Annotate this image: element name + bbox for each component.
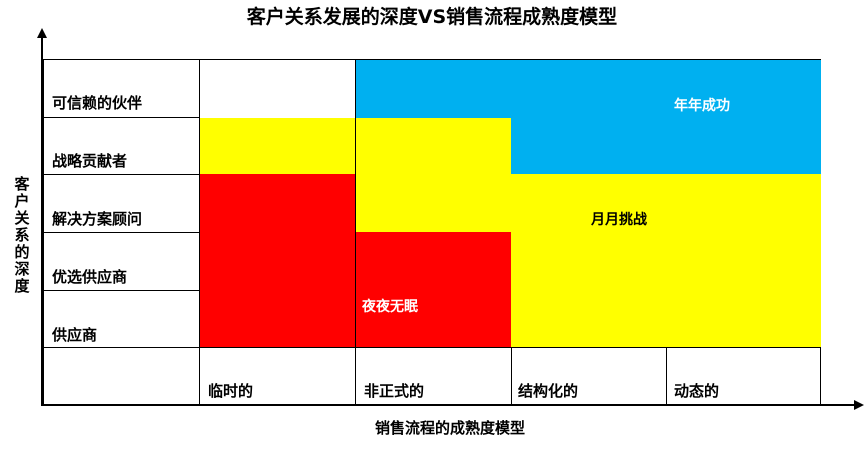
grid-hline-4 (44, 290, 200, 291)
maturity-grid (43, 59, 821, 406)
row-label-trusted-partner: 可信赖的伙伴 (52, 94, 143, 112)
y-axis-label: 客户关系的深度 (14, 175, 30, 295)
grid-vline-3 (511, 347, 512, 406)
x-axis-line (41, 404, 856, 406)
zone-label-sleepless: 夜夜无眠 (362, 299, 418, 315)
grid-vline-1 (199, 60, 200, 406)
grid-vline-2 (355, 60, 356, 406)
x-axis-label: 销售流程的成熟度模型 (374, 419, 525, 437)
grid-hline-5 (44, 347, 821, 348)
row-label-strategic-contributor: 战略贡献者 (52, 152, 128, 170)
row-label-supplier: 供应商 (52, 326, 98, 344)
col-label-dynamic: 动态的 (674, 382, 720, 400)
x-axis-arrow-icon (854, 400, 864, 410)
grid-hline-3 (44, 232, 200, 233)
grid-vline-4 (666, 347, 667, 406)
col-label-adhoc: 临时的 (208, 382, 254, 400)
col-label-structured: 结构化的 (518, 382, 579, 400)
page-title: 客户关系发展的深度VS销售流程成熟度模型 (246, 6, 618, 28)
col-label-informal: 非正式的 (364, 382, 425, 400)
y-axis-arrow-icon (37, 28, 47, 38)
row-label-solution-consultant: 解决方案顾问 (52, 210, 143, 228)
grid-hline-1 (44, 117, 200, 118)
grid-hline-2 (44, 174, 200, 175)
zone-label-success: 年年成功 (674, 98, 730, 114)
row-label-preferred-supplier: 优选供应商 (52, 268, 128, 286)
y-axis-line (41, 36, 43, 406)
zone-label-challenge: 月月挑战 (591, 212, 647, 228)
zone-sleepless-upper (199, 174, 355, 232)
